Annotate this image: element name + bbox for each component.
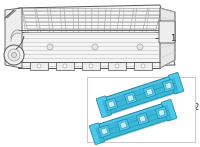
Circle shape [115, 64, 119, 68]
Text: 1: 1 [170, 34, 175, 42]
FancyBboxPatch shape [158, 109, 165, 116]
Bar [108, 62, 126, 70]
FancyBboxPatch shape [97, 110, 170, 138]
Bar [87, 77, 195, 142]
FancyBboxPatch shape [120, 122, 127, 128]
FancyBboxPatch shape [143, 86, 156, 98]
FancyBboxPatch shape [96, 96, 111, 118]
Circle shape [92, 44, 98, 50]
Polygon shape [160, 8, 175, 68]
Circle shape [37, 64, 41, 68]
FancyBboxPatch shape [162, 99, 177, 121]
Bar [56, 62, 74, 70]
Circle shape [4, 45, 24, 65]
FancyBboxPatch shape [159, 21, 175, 43]
Bar [134, 62, 152, 70]
FancyBboxPatch shape [127, 95, 134, 102]
Bar [30, 62, 48, 70]
FancyBboxPatch shape [98, 74, 182, 116]
Circle shape [141, 64, 145, 68]
FancyBboxPatch shape [169, 72, 184, 94]
FancyBboxPatch shape [101, 128, 108, 135]
Circle shape [89, 64, 93, 68]
Bar [18, 32, 160, 68]
Bar [82, 62, 100, 70]
Circle shape [12, 52, 16, 57]
FancyBboxPatch shape [139, 115, 146, 122]
FancyBboxPatch shape [99, 115, 171, 142]
FancyBboxPatch shape [162, 80, 175, 92]
FancyBboxPatch shape [165, 82, 172, 89]
Text: 2: 2 [193, 103, 198, 112]
Circle shape [47, 44, 53, 50]
FancyBboxPatch shape [89, 123, 104, 145]
FancyBboxPatch shape [91, 101, 175, 143]
Circle shape [63, 64, 67, 68]
FancyBboxPatch shape [98, 125, 111, 137]
FancyBboxPatch shape [105, 98, 118, 110]
Circle shape [8, 49, 20, 61]
FancyBboxPatch shape [136, 113, 149, 125]
FancyBboxPatch shape [124, 92, 137, 104]
Circle shape [137, 44, 143, 50]
Polygon shape [5, 8, 22, 68]
FancyBboxPatch shape [96, 105, 168, 133]
FancyBboxPatch shape [104, 83, 177, 111]
FancyBboxPatch shape [106, 88, 178, 116]
FancyBboxPatch shape [103, 78, 175, 106]
FancyBboxPatch shape [155, 107, 168, 119]
FancyBboxPatch shape [117, 119, 130, 131]
FancyBboxPatch shape [108, 101, 115, 108]
FancyBboxPatch shape [146, 88, 153, 95]
Polygon shape [18, 5, 175, 68]
